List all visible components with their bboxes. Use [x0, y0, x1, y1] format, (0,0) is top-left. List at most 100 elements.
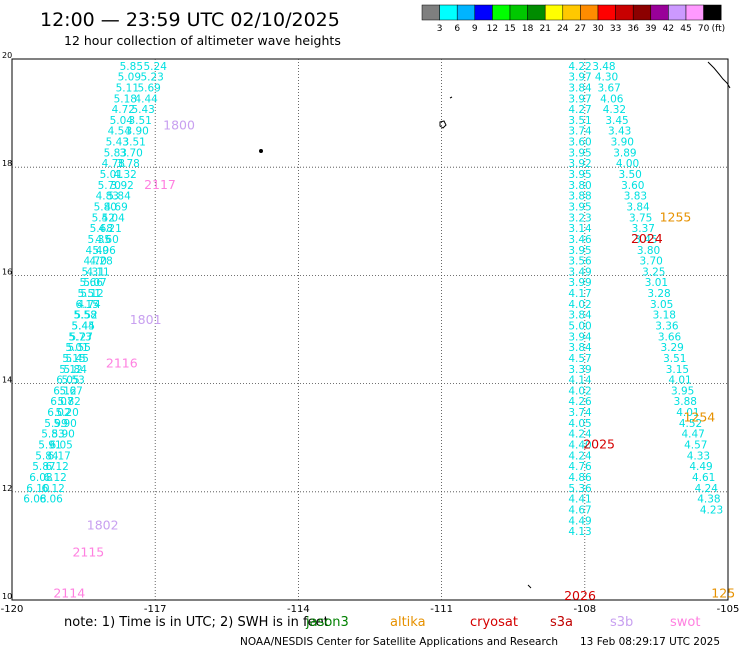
swh-value: 5.06: [92, 245, 116, 257]
swh-value: 5.31: [82, 266, 105, 278]
swh-value: 6.05: [49, 440, 72, 452]
satellite-cryosat: cryosat: [470, 615, 518, 630]
pass-time-label: 1800: [163, 117, 195, 132]
colorbar-swatch: [615, 4, 634, 21]
island-clarion: [259, 149, 263, 153]
swh-value: 3.80: [568, 180, 591, 192]
swh-value: 3.92: [568, 158, 591, 170]
swh-value: 4.74: [77, 299, 101, 311]
swh-value: 4.13: [568, 526, 591, 538]
footer-timestamp: 13 Feb 08:29:17 UTC 2025: [580, 636, 720, 648]
swh-value: 5.84: [64, 364, 88, 376]
swh-value: 5.01: [100, 169, 123, 181]
swh-value: 3.74: [568, 126, 592, 138]
swh-value: 3.67: [597, 82, 620, 94]
swh-value: 5.99: [44, 418, 67, 430]
pass-time-label: 2114: [53, 585, 85, 600]
swh-value: 6.15: [76, 299, 99, 311]
colorbar-label: 9: [472, 24, 478, 34]
swh-value: 5.52: [92, 212, 115, 224]
footer-credit: NOAA/NESDIS Center for Satellite Applica…: [240, 636, 558, 648]
pass-time-label: 2024: [631, 231, 663, 246]
swh-value: 4.52: [679, 418, 702, 430]
swh-value: 3.84: [568, 342, 592, 354]
pass-time-label: 2025: [583, 437, 615, 452]
swh-value: 4.40: [568, 440, 591, 452]
swh-value: 5.66: [80, 277, 104, 289]
island-san-benedicto: [449, 96, 453, 99]
swh-value: 6.07: [50, 396, 73, 408]
swh-value: 5.52: [74, 310, 97, 322]
latitude-tick-label: 12: [2, 484, 12, 493]
swh-value: 3.51: [663, 353, 686, 365]
swh-value: 3.83: [624, 191, 647, 203]
swh-value: 5.23: [140, 72, 163, 84]
swh-value: 5.43: [131, 104, 154, 116]
colorbar-label: 45: [680, 24, 691, 34]
colorbar-label: 33: [610, 24, 621, 34]
swh-value: 5.45: [72, 321, 95, 333]
swh-value: 4.24: [695, 483, 719, 495]
swh-value: 3.37: [632, 223, 655, 235]
swh-value: 5.15: [62, 353, 85, 365]
colorbar-swatch: [650, 4, 669, 21]
swh-value: 6.12: [53, 385, 76, 397]
swh-value: 3.99: [568, 277, 591, 289]
satellite-legend: jason3 altika cryosat s3a s3b swot: [305, 615, 700, 630]
swh-value: 4.04: [101, 212, 125, 224]
color-scale-legend: 3 6 9 12 15 18 21 24 27 30 33 36 39 42 45 70 (ft): [421, 4, 725, 34]
map-subtitle: 12 hour collection of altimeter wave hei…: [64, 33, 341, 48]
swh-value: 6.12: [43, 472, 66, 484]
swh-value: 3.95: [568, 147, 591, 159]
land-features: [259, 61, 731, 589]
swh-value: 3.78: [116, 158, 139, 170]
swh-value: 4.33: [687, 450, 710, 462]
swh-value: 4.32: [603, 104, 626, 116]
swh-value: 3.45: [605, 115, 628, 127]
swh-value: 6.08: [29, 472, 52, 484]
swh-value: 4.26: [568, 396, 592, 408]
swh-value: 4.06: [600, 93, 624, 105]
swh-value: 5.83: [104, 147, 127, 159]
swh-value: 4.41: [568, 494, 591, 506]
satellite-altika: altika: [390, 615, 426, 630]
colorbar-swatch: [668, 4, 687, 21]
swh-value: 5.80: [94, 201, 117, 213]
swh-value: 5.69: [137, 82, 160, 94]
swh-value: 4.60: [95, 234, 118, 246]
swh-value: 5.58: [74, 310, 97, 322]
pass-time-label: 125: [711, 585, 735, 600]
swh-value: 5.43: [106, 137, 129, 149]
swh-value: 5.20: [55, 407, 78, 419]
swh-value: 5.68: [90, 223, 113, 235]
swh-value: 4.24: [568, 450, 592, 462]
swh-value: 5.12: [80, 288, 103, 300]
colorbar-label: 15: [504, 24, 515, 34]
swh-value: 3.97: [568, 93, 591, 105]
longitude-tick-label: -114: [287, 604, 310, 615]
swh-value: 3.43: [608, 126, 631, 138]
swh-value: 3.95: [671, 385, 694, 397]
swh-value: 4.70: [84, 256, 107, 268]
swh-value: 4.57: [684, 440, 707, 452]
swh-value: 3.48: [592, 61, 615, 73]
pass-time-label: 1254: [683, 409, 715, 424]
swh-value: 3.05: [650, 299, 673, 311]
colorbar-swatch: [562, 4, 581, 21]
swh-value: 3.56: [568, 256, 592, 268]
satellite-s3a: s3a: [550, 615, 573, 630]
swh-value: 6.10: [26, 483, 49, 495]
swh-observations: 5.855.095.115.184.725.044.545.435.834.78…: [23, 61, 723, 538]
longitude-tick-label: -120: [1, 604, 24, 615]
colorbar-swatch: [421, 4, 440, 21]
swh-value: 3.92: [110, 180, 133, 192]
swh-value: 5.00: [568, 321, 591, 333]
swh-value: 4.11: [86, 266, 109, 278]
swh-value: 5.84: [35, 450, 59, 462]
swh-value: 4.17: [568, 288, 591, 300]
swh-value: 3.18: [653, 310, 676, 322]
swh-value: 6.17: [47, 450, 70, 462]
swh-value: 3.51: [568, 115, 591, 127]
colorbar-swatch: [474, 4, 493, 21]
